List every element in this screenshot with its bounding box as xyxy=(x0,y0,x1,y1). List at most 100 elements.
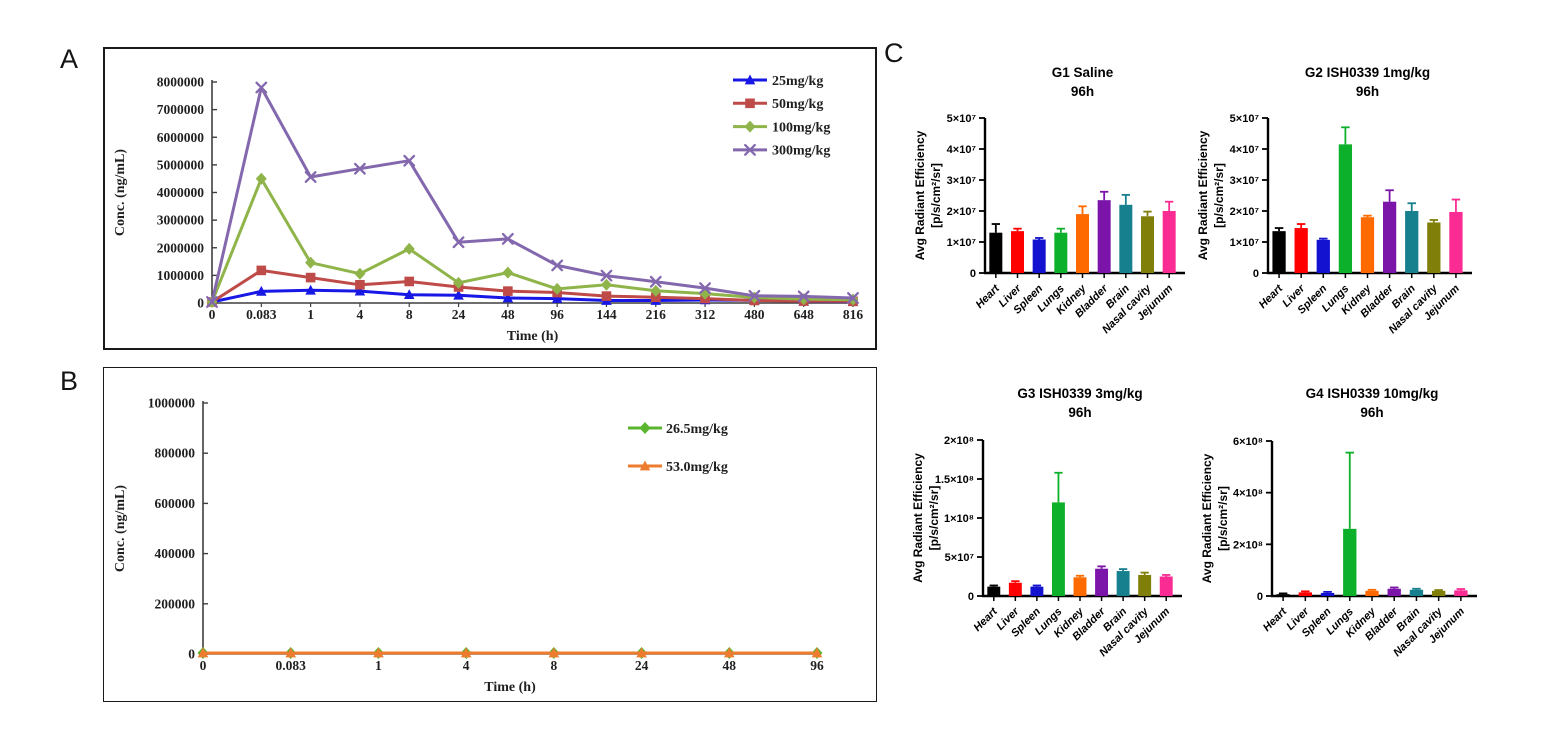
y-tick-label: 400000 xyxy=(155,546,196,561)
bar-rect xyxy=(1073,577,1087,596)
bar-rect xyxy=(1138,574,1152,596)
y-tick-label: 4000000 xyxy=(157,185,205,200)
data-point-x xyxy=(797,290,810,303)
legend-marker xyxy=(639,460,651,471)
y-tick-label: 600000 xyxy=(155,496,196,511)
bar-rect xyxy=(1051,502,1065,596)
y-tick-label: 3×10⁷ xyxy=(1230,175,1260,187)
y-tick-label: 1×10⁸ xyxy=(944,513,974,525)
data-point-x xyxy=(551,259,564,272)
data-point-diamond xyxy=(600,278,612,291)
x-tick-label: 816 xyxy=(843,307,864,322)
data-point-triangle xyxy=(285,647,296,658)
legend-marker xyxy=(745,98,755,109)
x-category-label: Heart xyxy=(974,282,1003,311)
data-point-x xyxy=(501,232,514,245)
y-tick-label: 2×10⁷ xyxy=(1230,206,1260,218)
data-point-x xyxy=(600,269,613,282)
data-point-x xyxy=(748,289,761,302)
y-tick-label: 7000000 xyxy=(157,102,205,117)
data-point-diamond xyxy=(650,284,662,297)
data-point-triangle xyxy=(403,289,415,300)
legend-label: 300mg/kg xyxy=(772,144,830,159)
bar-rect xyxy=(1432,590,1446,596)
series-line xyxy=(210,268,855,304)
y-tick-label: 2×10⁷ xyxy=(947,206,977,218)
bar-rect xyxy=(1141,216,1154,273)
title-G4: G4 ISH0339 10mg/kg 96h xyxy=(1306,386,1439,420)
data-point-x xyxy=(206,296,218,308)
y-tick-label: 8000000 xyxy=(157,75,205,90)
chart-subtitle: 96h xyxy=(1071,84,1094,99)
data-point-triangle xyxy=(548,647,560,658)
y-tick-label: 2000000 xyxy=(157,240,205,255)
bar-rect xyxy=(1449,211,1463,273)
x-tick-label: 1 xyxy=(307,307,314,322)
data-point-x xyxy=(255,81,268,94)
x-tick-label: 0.083 xyxy=(246,307,277,322)
x-tick-label: 0.083 xyxy=(276,658,307,673)
data-point-triangle xyxy=(502,292,514,303)
x-tick-label: 312 xyxy=(695,307,716,322)
data-point-triangle xyxy=(453,289,464,300)
panel-c-label: C xyxy=(884,38,904,68)
legend-label: 100mg/kg xyxy=(772,120,830,135)
legend-item-50mg/kg: 50mg/kg xyxy=(733,97,823,112)
data-point-square xyxy=(503,286,513,296)
y-axis-title: Conc. (ng/mL) xyxy=(113,485,128,572)
y-tick-label: 5×10⁷ xyxy=(1230,113,1260,125)
series-300mg/kg xyxy=(206,81,859,308)
bar-rect xyxy=(1298,592,1312,596)
y-axis-title: Conc. (ng/mL) xyxy=(113,149,128,236)
x-axis-title: Time (h) xyxy=(507,329,559,344)
chart-b-line-plot: 0 200000 400000 600000 800000 1000000 0 0.083 1 4… xyxy=(113,396,824,696)
chart-g2-bar-plot: G2 ISH0339 1mg/kg 96h Avg Radiant Efficien… xyxy=(1196,65,1472,336)
data-point-x xyxy=(847,292,859,304)
bars-G4: HeartLiverSpleenLungsKidneyBladderBrainN… xyxy=(1261,451,1468,659)
y-tick-label: 4×10⁷ xyxy=(1230,144,1260,156)
data-point-x xyxy=(353,162,366,175)
legend-item-25mg/kg: 25mg/kg xyxy=(733,74,823,89)
data-point-triangle xyxy=(724,647,735,658)
data-point-diamond xyxy=(255,172,267,185)
legend-marker xyxy=(639,422,651,434)
bar-heart: Heart xyxy=(1261,592,1290,634)
chart-title: G3 ISH0339 3mg/kg xyxy=(1017,386,1142,401)
bar-rect xyxy=(1454,590,1468,596)
bar-rect xyxy=(1343,528,1357,596)
x-category-label: Heart xyxy=(1257,282,1286,311)
y-tick-label: 0 xyxy=(1253,268,1259,280)
data-point-diamond xyxy=(403,242,415,255)
data-point-triangle xyxy=(305,284,316,295)
bar-rect xyxy=(1116,571,1130,596)
bar-rect xyxy=(1159,576,1173,596)
x-tick-label: 0 xyxy=(200,658,207,673)
y-axis-title-line2: [p/s/cm²/sr] xyxy=(927,486,941,551)
data-point-square xyxy=(256,265,267,276)
data-point-triangle xyxy=(636,647,647,658)
axis-G3: Avg Radiant Efficiency [p/s/cm²/sr] 0 5×10⁷… xyxy=(911,435,1182,603)
chart-title: G2 ISH0339 1mg/kg xyxy=(1305,65,1430,80)
bars-G1: HeartLiverSpleenLungsKidneyBladderBrainN… xyxy=(974,190,1176,336)
y-tick-label: 1000000 xyxy=(148,396,196,411)
chart-subtitle: 96h xyxy=(1356,84,1379,99)
bar-rect xyxy=(987,586,1001,596)
y-tick-label: 3000000 xyxy=(157,213,205,228)
y-tick-label: 2×10⁸ xyxy=(944,435,974,447)
y-tick-label: 1.5×10⁸ xyxy=(935,474,974,486)
legend-item-26.5mg/kg: 26.5mg/kg xyxy=(628,422,728,437)
data-point-x xyxy=(452,236,465,249)
x-tick-label: 48 xyxy=(723,658,737,673)
series-100mg/kg xyxy=(206,172,859,308)
data-point-triangle xyxy=(373,647,384,658)
data-point-diamond xyxy=(551,282,563,295)
legend-label: 53.0mg/kg xyxy=(666,460,728,475)
legend-item-100mg/kg: 100mg/kg xyxy=(733,120,830,135)
bars-G3: HeartLiverSpleenLungsKidneyBladderBrainN… xyxy=(972,471,1173,659)
x-tick-label: 4 xyxy=(463,658,470,673)
legend-label: 25mg/kg xyxy=(772,74,823,89)
y-tick-label: 5×10⁷ xyxy=(945,552,975,564)
bar-rect xyxy=(1387,588,1401,596)
data-point-triangle xyxy=(460,647,472,658)
